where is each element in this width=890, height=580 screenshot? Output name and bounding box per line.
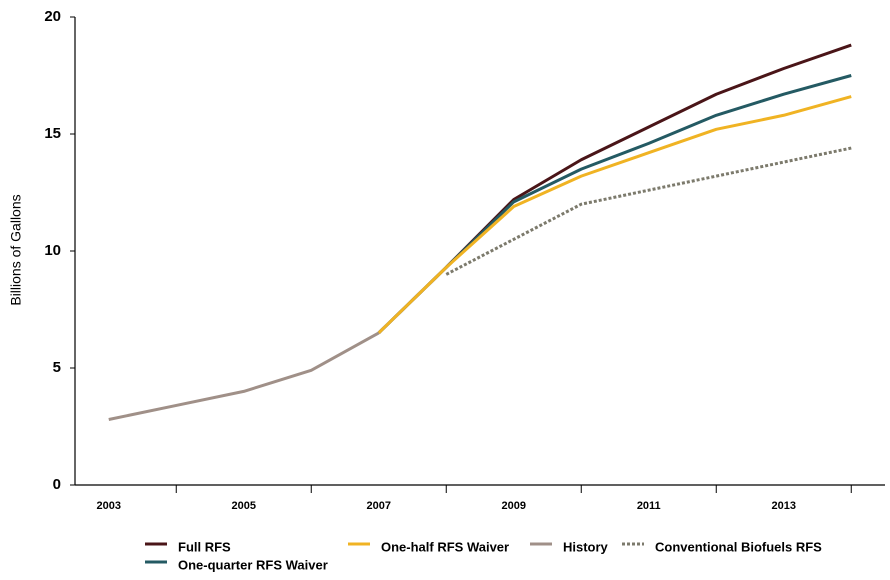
series-line <box>377 43 852 334</box>
y-tick-label: 15 <box>44 125 61 142</box>
series-line <box>377 74 852 334</box>
legend-label: One-quarter RFS Waiver <box>178 557 328 572</box>
legend-label: One-half RFS Waiver <box>381 539 509 554</box>
series-line <box>445 146 852 276</box>
y-tick-label: 10 <box>44 242 61 259</box>
y-tick-label: 0 <box>53 476 61 493</box>
x-tick-label: 2009 <box>502 500 526 512</box>
legend-label: History <box>563 539 609 554</box>
series-line <box>108 331 380 421</box>
y-axis-label: Billions of Gallons <box>8 194 24 305</box>
legend-label: Conventional Biofuels RFS <box>655 539 822 554</box>
legend-label: Full RFS <box>178 539 231 554</box>
x-tick-label: 2013 <box>772 500 796 512</box>
y-tick-label: 5 <box>53 359 61 376</box>
x-tick-label: 2003 <box>97 500 121 512</box>
x-tick-label: 2011 <box>637 500 661 512</box>
y-tick-label: 20 <box>44 8 61 25</box>
series-line <box>377 95 852 334</box>
x-tick-label: 2007 <box>367 500 391 512</box>
x-tick-label: 2005 <box>232 500 256 512</box>
